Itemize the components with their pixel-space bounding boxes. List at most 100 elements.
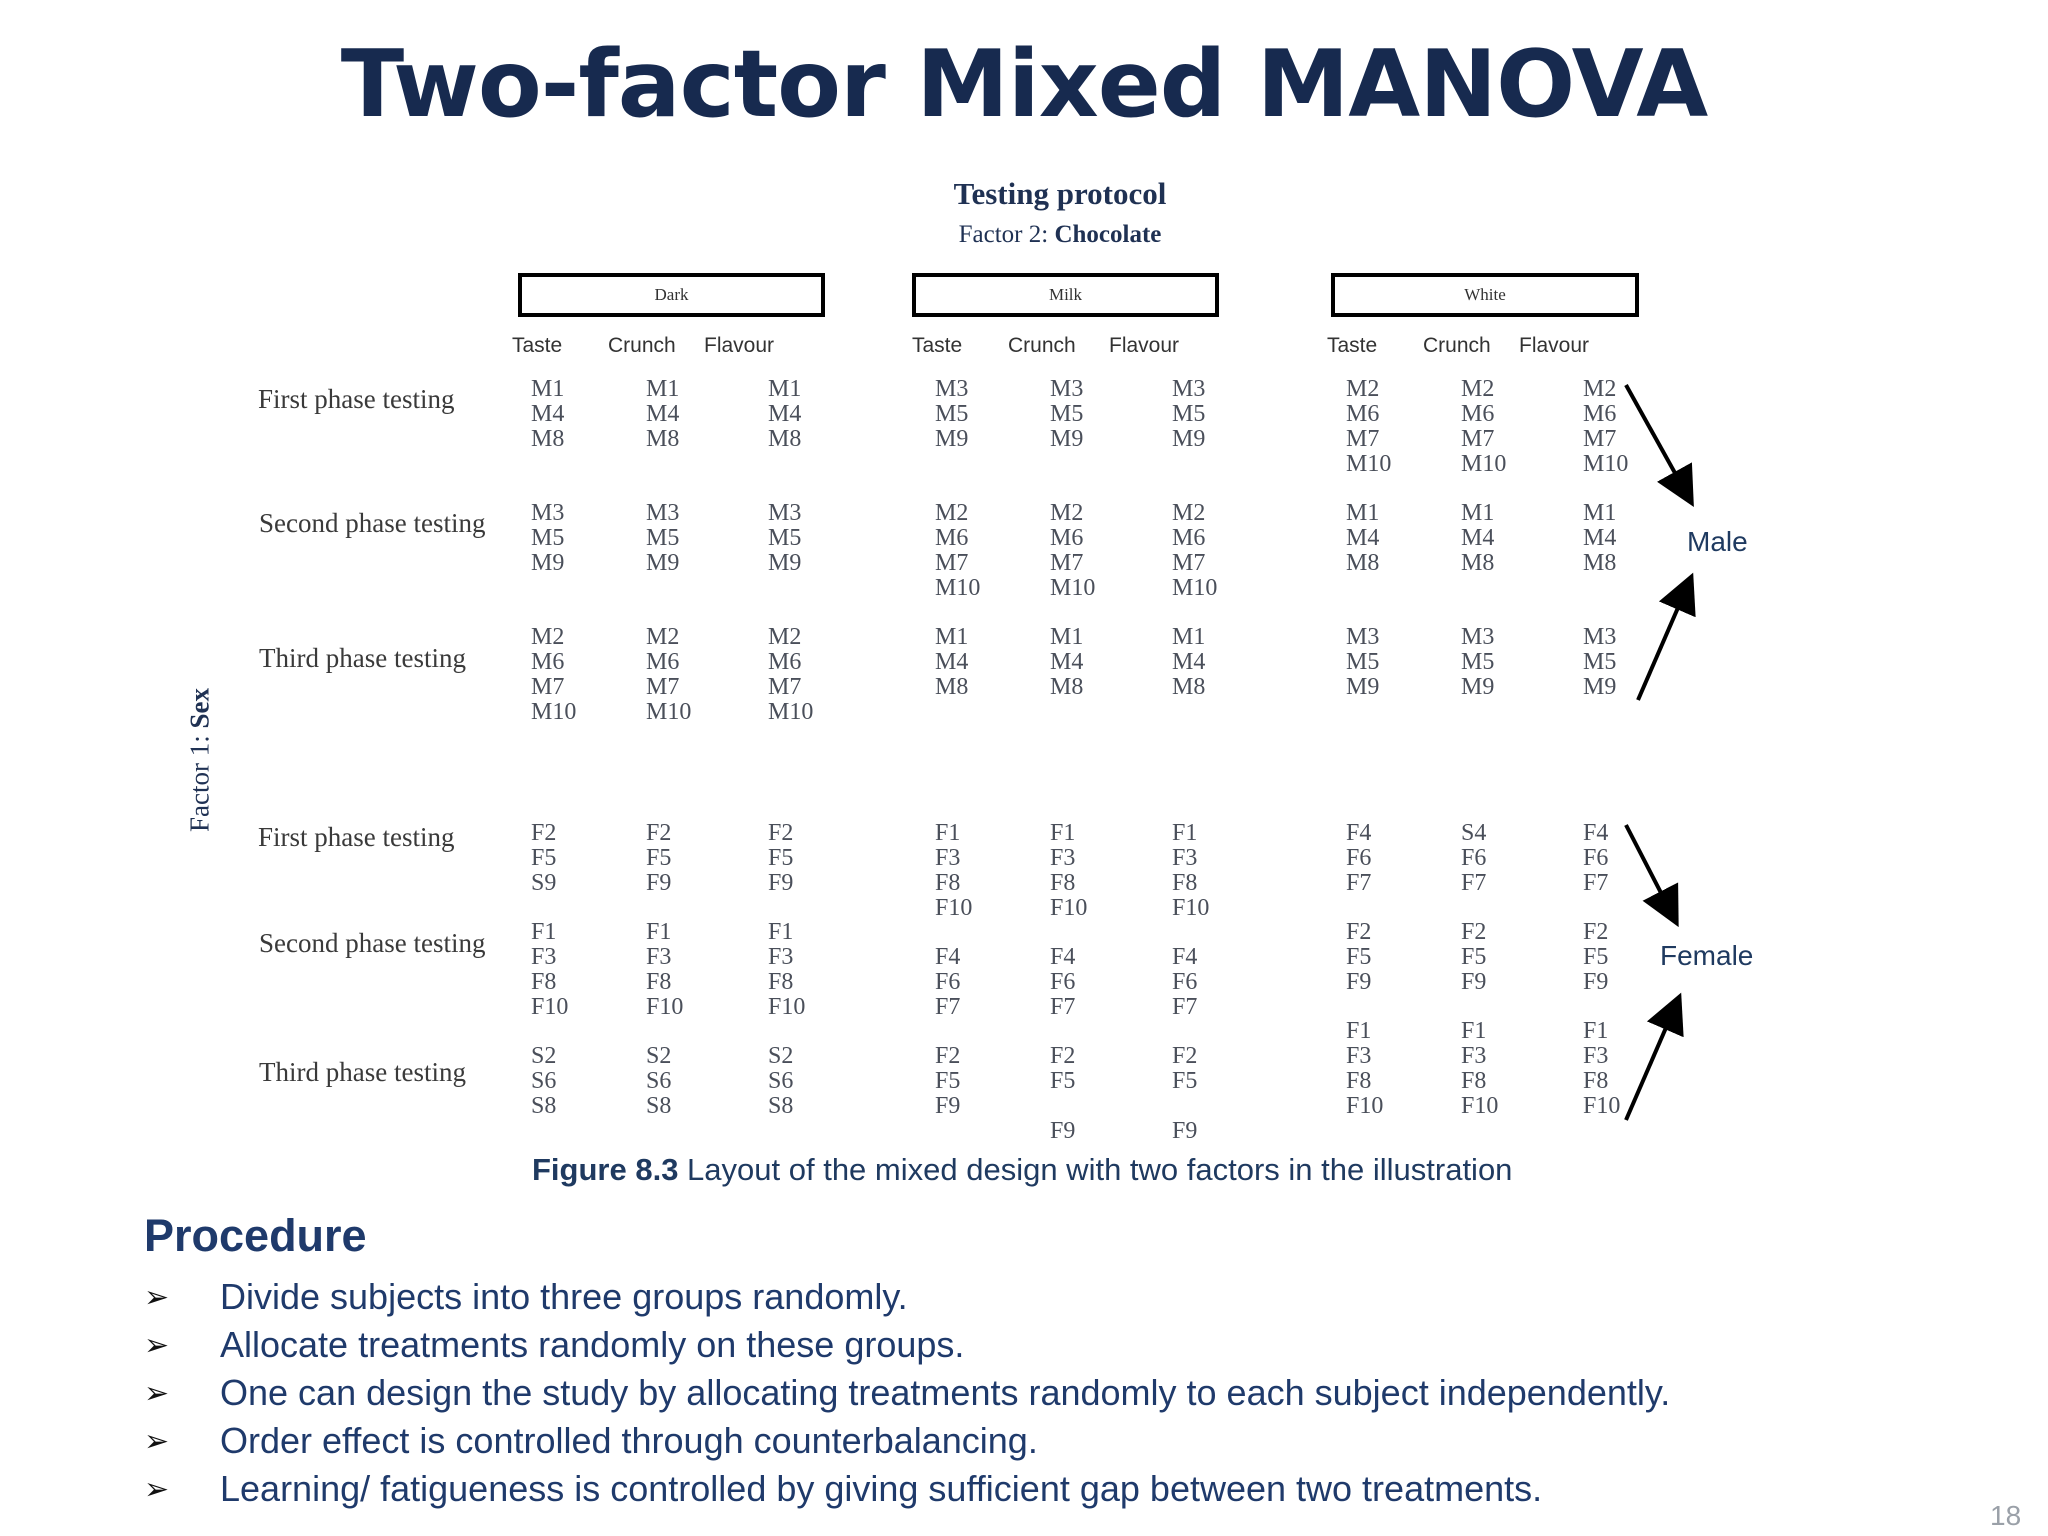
arrow-bullet-icon: ➢	[144, 1472, 170, 1506]
cell-male-third-milk-flavour: M1 M4 M8	[1172, 624, 1206, 700]
procedure-item-text: Learning/ fatigueness is controlled by g…	[220, 1468, 1543, 1509]
cell-female-second-white-flavour: F2 F5 F9	[1583, 919, 1609, 995]
col-header-flavour: Flavour	[1519, 334, 1590, 357]
cell-male-second-dark-flavour: M3 M5 M9	[768, 500, 802, 576]
chocolate-box-milk: Milk	[912, 273, 1219, 317]
cell-male-second-milk-taste: M2 M6 M7 M10	[935, 500, 981, 601]
cell-female-third-dark-crunch: S2 S6 S8	[646, 1043, 672, 1119]
procedure-item-text: Order effect is controlled through count…	[220, 1420, 1038, 1461]
page-number: 18	[1990, 1500, 2022, 1531]
col-header-crunch: Crunch	[608, 334, 676, 357]
slide-title: Two-factor Mixed MANOVA	[340, 30, 1709, 138]
male-arrow-down	[1624, 384, 1694, 507]
cell-male-first-dark-crunch: M1 M4 M8	[646, 376, 680, 452]
procedure-item: ➢ Order effect is controlled through coun…	[144, 1417, 1670, 1465]
factor2-prefix: Factor 2:	[958, 221, 1055, 248]
cell-female-second-white-taste: F2 F5 F9	[1346, 919, 1372, 995]
cell-male-third-milk-crunch: M1 M4 M8	[1050, 624, 1084, 700]
procedure-item-text: Divide subjects into three groups random…	[220, 1276, 908, 1317]
arrow-bullet-icon: ➢	[144, 1280, 170, 1314]
female-arrow-down	[1624, 824, 1679, 928]
procedure-item: ➢ One can design the study by allocating …	[144, 1369, 1670, 1417]
row-label-male-third: Third phase testing	[259, 643, 466, 673]
cell-female-second-dark-flavour: F1 F3 F8 F10	[768, 919, 806, 1020]
arrow-bullet-icon: ➢	[144, 1328, 170, 1362]
cell-female-first-dark-taste: F2 F5 S9	[531, 820, 557, 896]
arrow-bullet-icon: ➢	[144, 1424, 170, 1458]
figure-title: Testing protocol	[953, 176, 1167, 211]
col-header-taste: Taste	[512, 334, 563, 357]
procedure-heading: Procedure	[144, 1210, 367, 1261]
cell-female-third-milk-crunch: F2 F5 F9	[1050, 1043, 1076, 1144]
cell-female-second-dark-taste: F1 F3 F8 F10	[531, 919, 569, 1020]
col-header-flavour: Flavour	[704, 334, 775, 357]
row-label-female-first: First phase testing	[258, 822, 455, 852]
figure-subtitle: Factor 2: Chocolate	[0, 221, 2048, 249]
figure-caption: Figure 8.3 Layout of the mixed design wi…	[532, 1152, 1512, 1188]
row-label-female-second: Second phase testing	[259, 928, 486, 958]
caption-figure-number: Figure 8.3	[532, 1152, 679, 1187]
cell-male-second-white-crunch: M1 M4 M8	[1461, 500, 1495, 576]
cell-female-third-white-crunch: F1 F3 F8 F10	[1461, 1018, 1499, 1119]
col-header-taste: Taste	[912, 334, 963, 357]
cell-female-third-dark-flavour: S2 S6 S8	[768, 1043, 794, 1119]
col-header-crunch: Crunch	[1423, 334, 1491, 357]
cell-male-first-milk-crunch: M3 M5 M9	[1050, 376, 1084, 452]
cell-male-third-dark-taste: M2 M6 M7 M10	[531, 624, 577, 725]
cell-female-second-white-crunch: F2 F5 F9	[1461, 919, 1487, 995]
cell-female-second-milk-crunch: F4 F6 F7	[1050, 944, 1076, 1020]
row-label-male-first: First phase testing	[258, 384, 455, 414]
cell-female-first-dark-flavour: F2 F5 F9	[768, 820, 794, 896]
cell-female-second-milk-taste: F4 F6 F7	[935, 944, 961, 1020]
cell-male-second-white-flavour: M1 M4 M8	[1583, 500, 1617, 576]
male-arrow-up	[1636, 572, 1696, 701]
male-label: Male	[1687, 526, 1748, 557]
cell-male-third-dark-crunch: M2 M6 M7 M10	[646, 624, 692, 725]
procedure-item-text: Allocate treatments randomly on these gr…	[220, 1324, 965, 1365]
cell-female-first-white-crunch: S4 F6 F7	[1461, 820, 1487, 896]
cell-male-first-white-crunch: M2 M6 M7 M10	[1461, 376, 1507, 477]
caption-text: Layout of the mixed design with two fact…	[678, 1152, 1513, 1187]
cell-male-third-dark-flavour: M2 M6 M7 M10	[768, 624, 814, 725]
factor2-name: Chocolate	[1054, 221, 1162, 248]
cell-female-first-white-taste: F4 F6 F7	[1346, 820, 1372, 896]
female-arrow-up	[1624, 992, 1684, 1121]
cell-female-third-white-flavour: F1 F3 F8 F10	[1583, 1018, 1621, 1119]
arrow-bullet-icon: ➢	[144, 1376, 170, 1410]
cell-male-first-white-flavour: M2 M6 M7 M10	[1583, 376, 1629, 477]
cell-female-third-dark-taste: S2 S6 S8	[531, 1043, 557, 1119]
chocolate-box-dark: Dark	[518, 273, 825, 317]
cell-female-first-milk-crunch: F1 F3 F8 F10	[1050, 820, 1088, 921]
chocolate-box-white: White	[1331, 273, 1639, 317]
cell-male-first-milk-taste: M3 M5 M9	[935, 376, 969, 452]
cell-male-second-dark-taste: M3 M5 M9	[531, 500, 565, 576]
cell-male-second-milk-flavour: M2 M6 M7 M10	[1172, 500, 1218, 601]
cell-male-second-dark-crunch: M3 M5 M9	[646, 500, 680, 576]
cell-male-third-white-flavour: M3 M5 M9	[1583, 624, 1617, 700]
col-header-taste: Taste	[1327, 334, 1378, 357]
cell-female-third-white-taste: F1 F3 F8 F10	[1346, 1018, 1384, 1119]
cell-male-first-dark-taste: M1 M4 M8	[531, 376, 565, 452]
cell-female-third-milk-flavour: F2 F5 F9	[1172, 1043, 1198, 1144]
procedure-item-text: One can design the study by allocating t…	[220, 1372, 1671, 1413]
procedure-item: ➢ Divide subjects into three groups rando…	[144, 1273, 1670, 1321]
cell-male-third-white-crunch: M3 M5 M9	[1461, 624, 1495, 700]
cell-female-second-dark-crunch: F1 F3 F8 F10	[646, 919, 684, 1020]
procedure-list: ➢ Divide subjects into three groups rando…	[144, 1273, 1670, 1513]
cell-female-first-milk-taste: F1 F3 F8 F10	[935, 820, 973, 921]
cell-male-third-milk-taste: M1 M4 M8	[935, 624, 969, 700]
cell-male-second-milk-crunch: M2 M6 M7 M10	[1050, 500, 1096, 601]
cell-male-first-dark-flavour: M1 M4 M8	[768, 376, 802, 452]
col-header-flavour: Flavour	[1109, 334, 1180, 357]
procedure-item: ➢ Allocate treatments randomly on these g…	[144, 1321, 1670, 1369]
cell-male-first-white-taste: M2 M6 M7 M10	[1346, 376, 1392, 477]
cell-male-second-white-taste: M1 M4 M8	[1346, 500, 1380, 576]
row-label-female-third: Third phase testing	[259, 1057, 466, 1087]
cell-female-first-white-flavour: F4 F6 F7	[1583, 820, 1609, 896]
cell-female-second-milk-flavour: F4 F6 F7	[1172, 944, 1198, 1020]
col-header-crunch: Crunch	[1008, 334, 1076, 357]
cell-female-first-dark-crunch: F2 F5 F9	[646, 820, 672, 896]
row-label-male-second: Second phase testing	[259, 508, 486, 538]
cell-female-first-milk-flavour: F1 F3 F8 F10	[1172, 820, 1210, 921]
